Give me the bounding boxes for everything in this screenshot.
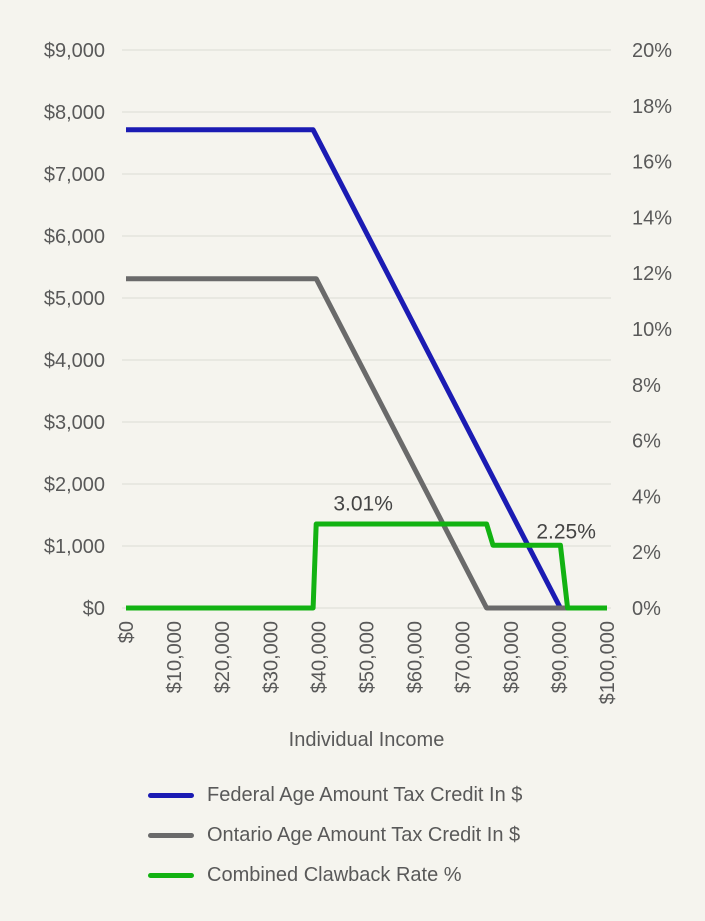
svg-text:$1,000: $1,000 bbox=[44, 536, 105, 558]
series-line-0 bbox=[126, 127, 607, 611]
y-axis-left-tick-labels: $0 $1,000 $2,000 $3,000 $4,000 $5,000 $6,000 $7… bbox=[44, 40, 105, 620]
svg-text:10%: 10% bbox=[632, 319, 672, 341]
svg-text:$5,000: $5,000 bbox=[44, 288, 105, 310]
svg-text:$4,000: $4,000 bbox=[44, 350, 105, 372]
y-axis-right-tick-labels: 0% 2% 4% 6% 8% 10% 12% 14% 16% 18% 20% bbox=[632, 40, 672, 620]
x-axis-title: Individual Income bbox=[288, 729, 445, 751]
svg-text:2%: 2% bbox=[632, 542, 661, 564]
svg-text:$3,000: $3,000 bbox=[44, 412, 105, 434]
svg-text:$30,000: $30,000 bbox=[260, 621, 282, 693]
legend-label-federal: Federal Age Amount Tax Credit In $ bbox=[207, 784, 523, 806]
legend-label-clawback: Combined Clawback Rate % bbox=[207, 864, 462, 886]
svg-text:4%: 4% bbox=[632, 486, 661, 508]
svg-text:$0: $0 bbox=[83, 598, 105, 620]
series-line-2 bbox=[126, 521, 607, 611]
annotation-label: 3.01% bbox=[333, 492, 393, 515]
svg-text:$40,000: $40,000 bbox=[308, 621, 330, 693]
series-line-1 bbox=[126, 276, 607, 611]
svg-text:$9,000: $9,000 bbox=[44, 40, 105, 62]
svg-text:16%: 16% bbox=[632, 152, 672, 174]
legend-label-ontario: Ontario Age Amount Tax Credit In $ bbox=[207, 824, 521, 846]
svg-text:18%: 18% bbox=[632, 96, 672, 118]
svg-text:$100,000: $100,000 bbox=[597, 621, 619, 704]
svg-text:14%: 14% bbox=[632, 207, 672, 229]
svg-text:0%: 0% bbox=[632, 598, 661, 620]
x-axis-tick-labels: $0 $10,000 $20,000 $30,000 $40,000 $50,000 $60… bbox=[116, 621, 619, 704]
svg-text:$70,000: $70,000 bbox=[453, 621, 475, 693]
svg-text:20%: 20% bbox=[632, 40, 672, 62]
svg-text:6%: 6% bbox=[632, 431, 661, 453]
svg-text:$6,000: $6,000 bbox=[44, 226, 105, 248]
legend-swatch-federal-line bbox=[148, 793, 194, 798]
svg-text:$60,000: $60,000 bbox=[405, 621, 427, 693]
svg-text:8%: 8% bbox=[632, 375, 661, 397]
legend-swatch-ontario-line bbox=[148, 833, 194, 838]
svg-text:$8,000: $8,000 bbox=[44, 102, 105, 124]
svg-text:$7,000: $7,000 bbox=[44, 164, 105, 186]
svg-text:12%: 12% bbox=[632, 263, 672, 285]
annotation-label: 2.25% bbox=[536, 520, 596, 543]
legend-swatch-clawback-line bbox=[148, 873, 194, 878]
legend: Federal Age Amount Tax Credit In $ Ontar… bbox=[148, 784, 522, 887]
svg-text:$80,000: $80,000 bbox=[501, 621, 523, 693]
svg-text:$0: $0 bbox=[116, 621, 138, 643]
svg-text:$2,000: $2,000 bbox=[44, 474, 105, 496]
svg-text:$20,000: $20,000 bbox=[212, 621, 234, 693]
legend-item-federal: Federal Age Amount Tax Credit In $ bbox=[148, 784, 522, 807]
svg-text:$90,000: $90,000 bbox=[549, 621, 571, 693]
gridlines bbox=[122, 49, 611, 609]
svg-text:$10,000: $10,000 bbox=[164, 621, 186, 693]
legend-item-ontario: Ontario Age Amount Tax Credit In $ bbox=[148, 824, 522, 847]
svg-text:$50,000: $50,000 bbox=[357, 621, 379, 693]
legend-item-clawback: Combined Clawback Rate % bbox=[148, 864, 522, 887]
